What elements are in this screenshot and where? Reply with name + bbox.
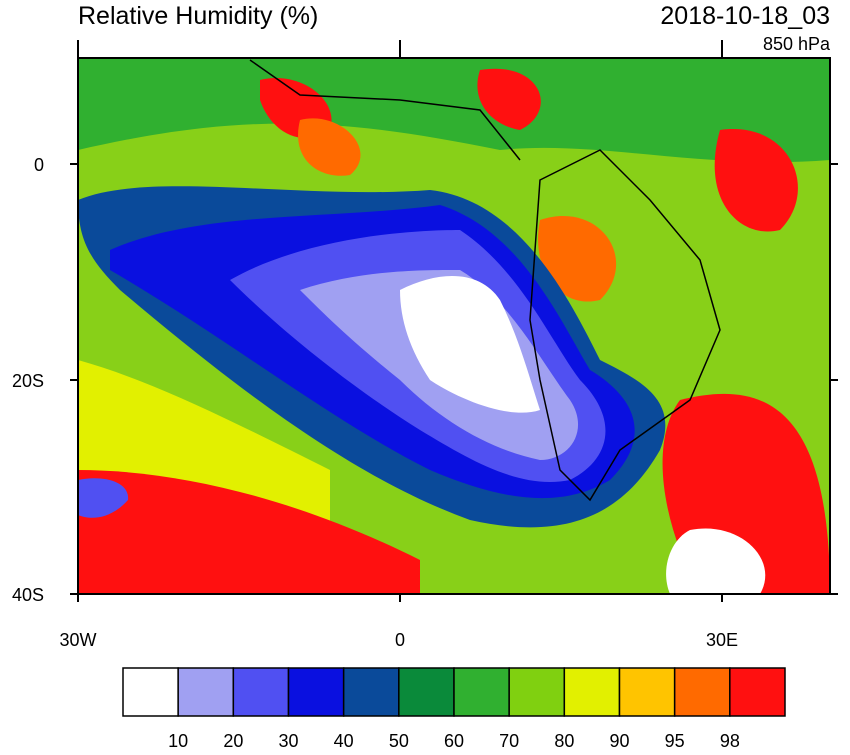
x-tick-label: 30E [706, 630, 738, 650]
colorbar-label: 50 [389, 731, 409, 750]
colorbar-swatch [563, 667, 621, 717]
valid-time: 2018-10-18_03 [660, 2, 830, 30]
y-tick-label: 20S [12, 371, 44, 391]
x-tick-label: 0 [395, 630, 405, 650]
title: Relative Humidity (%) [78, 2, 318, 30]
colorbar-label: 60 [444, 731, 464, 750]
colorbar: 10 20 30 40 50 60 70 80 90 95 98 [122, 667, 786, 751]
colorbar-label: 20 [223, 731, 243, 750]
colorbar-swatch [287, 667, 345, 717]
colorbar-label: 98 [720, 731, 740, 750]
colorbar-swatch [122, 667, 179, 717]
level: 850 hPa [763, 34, 831, 54]
x-tick-label: 30W [59, 630, 96, 650]
colorbar-swatch [453, 667, 510, 717]
colorbar-label: 90 [609, 731, 629, 750]
colorbar-label: 80 [554, 731, 574, 750]
map-field [78, 58, 830, 594]
plot-frame [77, 57, 831, 595]
colorbar-label: 95 [665, 731, 685, 750]
colorbar-swatch [508, 667, 566, 717]
colorbar-swatch [232, 667, 290, 717]
colorbar-label: 10 [168, 731, 188, 750]
colorbar-label: 40 [334, 731, 354, 750]
colorbar-swatch [177, 667, 235, 717]
colorbar-swatch [729, 667, 786, 717]
axes: 0 20S 40S 30W 0 30E [12, 40, 838, 650]
colorbar-swatch [673, 667, 731, 717]
colorbar-label: 70 [499, 731, 519, 750]
y-tick-label: 0 [34, 155, 44, 175]
colorbar-swatch [398, 667, 455, 717]
colorbar-label: 30 [278, 731, 298, 750]
y-tick-label: 40S [12, 585, 44, 605]
colorbar-swatch [342, 667, 400, 717]
colorbar-swatch [618, 667, 676, 717]
